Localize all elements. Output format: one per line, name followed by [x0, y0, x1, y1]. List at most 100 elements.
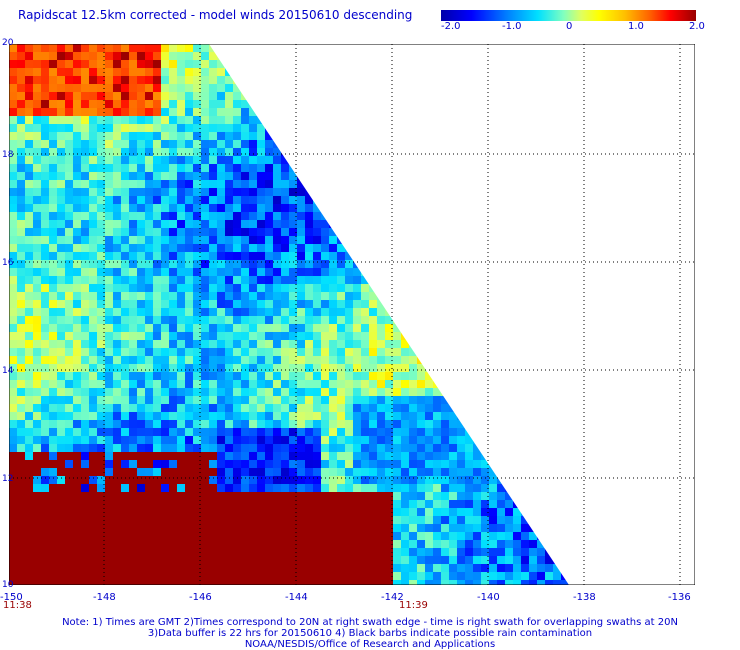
swath-cell: [9, 124, 17, 132]
swath-cell: [121, 292, 129, 300]
swath-cell: [33, 452, 41, 460]
swath-cell: [457, 564, 465, 572]
swath-cell: [297, 540, 305, 548]
swath-cell: [369, 324, 377, 332]
swath-cell: [169, 532, 177, 540]
swath-cell: [305, 524, 313, 532]
swath-cell: [233, 508, 241, 516]
swath-cell: [137, 60, 145, 68]
swath-cell: [41, 460, 49, 468]
swath-cell: [49, 212, 57, 220]
swath-cell: [265, 260, 273, 268]
swath-cell: [337, 420, 345, 428]
swath-cell: [129, 292, 137, 300]
swath-cell: [57, 60, 65, 68]
swath-cell: [73, 172, 81, 180]
swath-cell: [257, 580, 265, 585]
swath-cell: [249, 564, 257, 572]
swath-cell: [273, 268, 281, 276]
swath-cell: [241, 428, 249, 436]
swath-cell: [489, 476, 497, 484]
swath-cell: [289, 292, 297, 300]
swath-cell: [201, 564, 209, 572]
swath-cell: [153, 220, 161, 228]
swath-cell: [353, 516, 361, 524]
swath-cell: [25, 164, 33, 172]
swath-cell: [233, 236, 241, 244]
swath-cell: [201, 412, 209, 420]
swath-cell: [265, 484, 273, 492]
swath-cell: [449, 476, 457, 484]
swath-cell: [345, 380, 353, 388]
swath-cell: [81, 268, 89, 276]
swath-cell: [73, 508, 81, 516]
swath-cell: [417, 548, 425, 556]
swath-cell: [385, 556, 393, 564]
swath-cell: [81, 348, 89, 356]
swath-cell: [129, 244, 137, 252]
swath-cell: [417, 444, 425, 452]
swath-cell: [249, 372, 257, 380]
swath-cell: [161, 420, 169, 428]
swath-cell: [441, 444, 449, 452]
swath-cell: [177, 276, 185, 284]
swath-cell: [385, 388, 393, 396]
swath-cell: [49, 60, 57, 68]
swath-cell: [505, 508, 513, 516]
swath-cell: [217, 156, 225, 164]
swath-cell: [97, 404, 105, 412]
swath-cell: [305, 204, 313, 212]
swath-cell: [417, 532, 425, 540]
swath-cell: [425, 388, 433, 396]
swath-cell: [121, 324, 129, 332]
swath-cell: [145, 444, 153, 452]
swath-cell: [345, 548, 353, 556]
swath-cell: [153, 556, 161, 564]
swath-cell: [193, 164, 201, 172]
swath-cell: [441, 476, 449, 484]
swath-cell: [457, 452, 465, 460]
swath-cell: [249, 124, 257, 132]
swath-cell: [185, 252, 193, 260]
swath-cell: [297, 548, 305, 556]
swath-cell: [241, 204, 249, 212]
swath-cell: [9, 260, 17, 268]
swath-cell: [217, 460, 225, 468]
swath-cell: [273, 308, 281, 316]
swath-cell: [273, 548, 281, 556]
swath-cell: [393, 468, 401, 476]
swath-cell: [137, 204, 145, 212]
swath-cell: [65, 188, 73, 196]
swath-cell: [17, 436, 25, 444]
swath-cell: [281, 332, 289, 340]
swath-cell: [185, 284, 193, 292]
swath-cell: [97, 228, 105, 236]
swath-cell: [201, 540, 209, 548]
swath-cell: [281, 500, 289, 508]
swath-cell: [113, 396, 121, 404]
swath-cell: [89, 436, 97, 444]
swath-cell: [369, 420, 377, 428]
swath-cell: [273, 524, 281, 532]
swath-cell: [289, 396, 297, 404]
swath-cell: [289, 580, 297, 585]
swath-cell: [361, 284, 369, 292]
swath-cell: [25, 196, 33, 204]
swath-cell: [249, 580, 257, 585]
swath-cell: [265, 452, 273, 460]
swath-cell: [201, 420, 209, 428]
swath-cell: [185, 404, 193, 412]
swath-cell: [137, 84, 145, 92]
swath-cell: [129, 348, 137, 356]
swath-cell: [289, 324, 297, 332]
swath-cell: [113, 164, 121, 172]
swath-cell: [17, 180, 25, 188]
swath-cell: [137, 140, 145, 148]
swath-cell: [193, 172, 201, 180]
swath-cell: [305, 388, 313, 396]
swath-cell: [409, 452, 417, 460]
swath-cell: [113, 316, 121, 324]
swath-cell: [321, 460, 329, 468]
swath-cell: [425, 476, 433, 484]
swath-cell: [49, 444, 57, 452]
